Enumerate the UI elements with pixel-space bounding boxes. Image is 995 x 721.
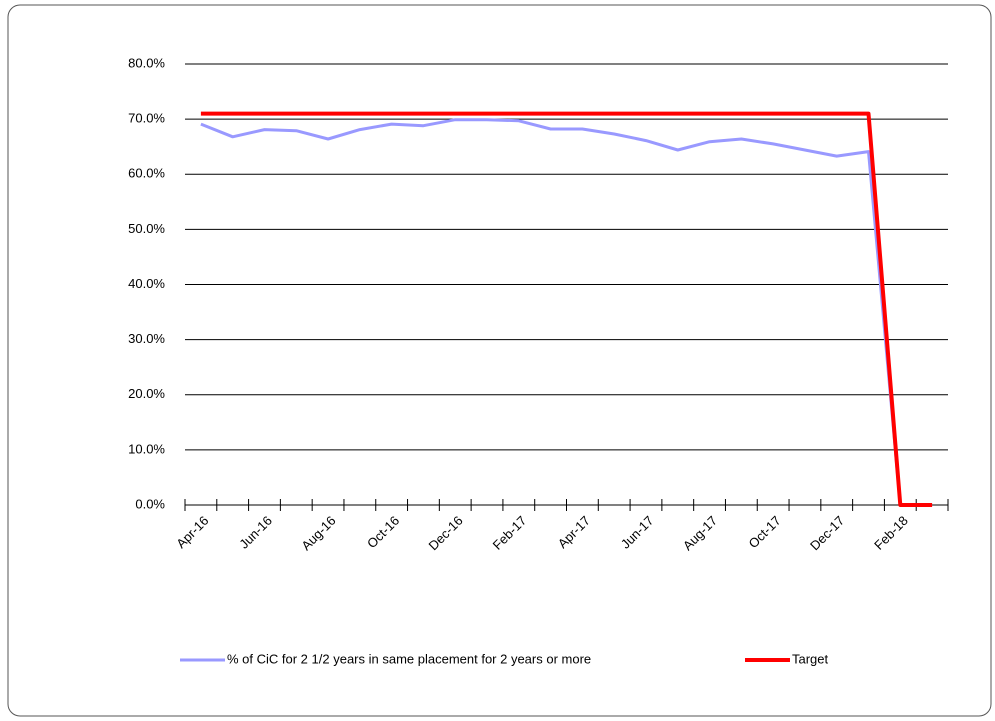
series-line xyxy=(200,118,933,507)
y-tick-label: 80.0% xyxy=(128,55,165,70)
legend-label: % of CiC for 2 1/2 years in same placeme… xyxy=(227,651,591,666)
legend-label: Target xyxy=(792,651,829,666)
y-tick-label: 20.0% xyxy=(128,386,165,401)
y-tick-label: 30.0% xyxy=(128,331,165,346)
y-tick-label: 60.0% xyxy=(128,166,165,181)
y-tick-label: 40.0% xyxy=(128,276,165,291)
y-tick-label: 0.0% xyxy=(135,496,165,511)
y-tick-label: 70.0% xyxy=(128,111,165,126)
y-tick-label: 50.0% xyxy=(128,221,165,236)
series-line xyxy=(200,111,933,507)
chart-frame xyxy=(7,4,992,717)
y-tick-label: 10.0% xyxy=(128,441,165,456)
